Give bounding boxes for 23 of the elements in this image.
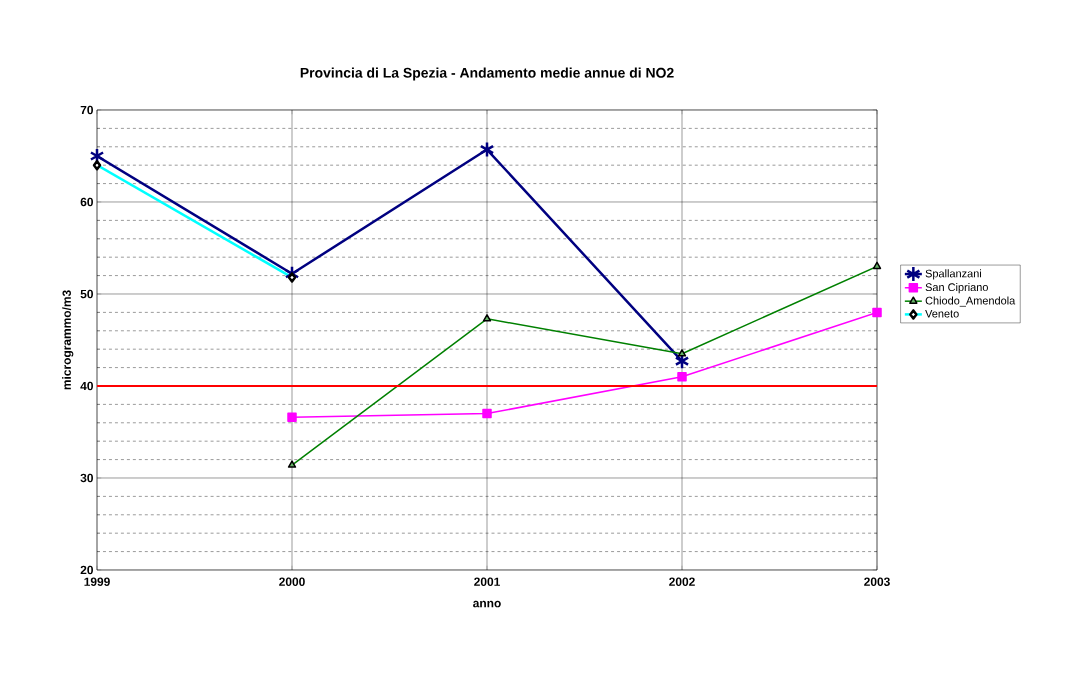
y-tick-label: 20 [80, 565, 93, 575]
point [872, 307, 882, 318]
x-tick-label: 2001 [474, 577, 500, 586]
legend-label: San Cipriano [925, 283, 988, 294]
x-tick-label: 2002 [669, 577, 695, 586]
x-tick-label: 2003 [864, 577, 890, 586]
x-tick-label: 1999 [84, 577, 110, 586]
y-axis-title: microgrammo/m3 [62, 290, 74, 390]
y-tick-label: 60 [80, 197, 93, 207]
chart-title: Provincia di La Spezia - Andamento medie annue di NO2 [300, 67, 674, 81]
y-tick-label: 50 [80, 289, 93, 299]
legend-label: Veneto [925, 309, 959, 318]
y-tick-label: 30 [80, 473, 93, 483]
point [482, 408, 492, 419]
y-tick-label: 70 [80, 105, 93, 115]
x-axis-title: anno [473, 600, 501, 608]
point [287, 412, 297, 423]
point [677, 372, 687, 382]
legend-label: Chiodo_Amendola [925, 296, 1016, 307]
x-tick-label: 2000 [279, 577, 305, 586]
point [479, 141, 495, 158]
y-tick-label: 40 [80, 381, 93, 391]
legend-label: Spallanzani [925, 269, 982, 280]
